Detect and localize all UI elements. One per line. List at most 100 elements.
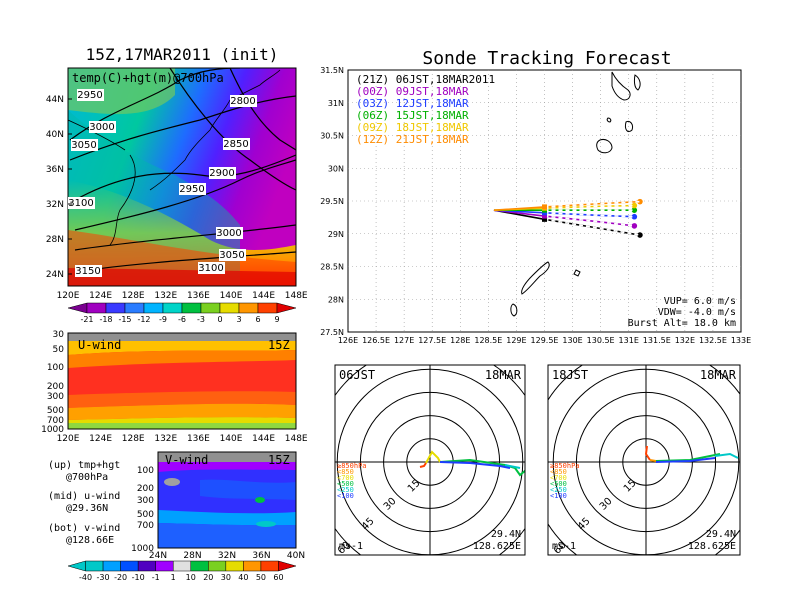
hodo-legend-entry: <500 [550,480,567,488]
colorbar-swatch [238,302,259,314]
hodo-legend-entry: <500 [337,480,354,488]
track-mid-point [542,204,547,210]
legend-entry: (06Z) 15JST,18MAR [356,109,469,122]
v-wind-field [158,452,296,548]
track-lat-ticks: 31.5N 31N 30.5N 30N 29.5N 29N 28.5N 28N 27.5N [320,66,344,337]
pressure-tick-label: 300 [47,392,64,402]
track-title: Sonde Tracking Forecast [422,48,671,69]
hodo-ring-label: 45 [576,516,593,533]
hodo-legend-entry: <250 [550,486,567,494]
lat-tick-label: 40N [46,130,64,140]
hodo-ring-label: 15 [406,478,423,495]
lat-tick-label: 28N [46,235,64,245]
temperature-field [68,68,296,286]
hodo-date: 18MAR [485,368,522,382]
lon-tick-label: 128E [122,291,145,301]
hodo-wind-trace [425,450,441,464]
colorbar-swatch [67,302,88,314]
colorbar-tick: -40 [79,573,92,582]
colorbar-swatch [225,560,244,572]
lon-tick-label: 131E [619,336,639,345]
lon-tick-label: 129.5E [531,336,559,345]
colorbar-tick: 10 [186,573,196,582]
hodo-time: 18JST [552,368,588,382]
track-lon-ticks: 126E 126.5E 127E 127.5E 128E 128.5E 129E 129.5E… [338,336,751,345]
colorbar-swatch [276,302,297,314]
lon-tick-label: 132E [154,434,177,444]
colorbar-tick: -10 [132,573,145,582]
lat-tick-label: 27.5N [320,328,344,337]
hodo-legend-entry: <700 [550,474,567,482]
colorbar-tick: -15 [118,315,131,324]
contour-label: 3150 [75,266,100,277]
hodo-wind-trace [419,462,427,468]
u-wind-lon-ticks: 120E 124E 128E 132E 136E 140E 144E 148E [57,434,308,444]
lon-tick-label: 129E [506,336,526,345]
colorbar-tick: -12 [137,315,150,324]
colorbar-tick: 50 [256,573,266,582]
hodo-wind-trace [644,445,651,461]
lon-tick-label: 133E [731,336,751,345]
lon-tick-label: 120E [57,434,80,444]
colorbar-swatch [86,302,107,314]
lon-tick-label: 140E [220,434,243,444]
hodo-wind-trace [714,452,739,459]
pressure-tick-label: 100 [47,363,64,373]
contour-labels: 2950 2800 3000 2850 3050 2900 2950 3100 3000 3050… [68,89,257,277]
pressure-tick-label: 50 [53,345,65,355]
colorbar-swatch [137,560,156,572]
pressure-tick-label: 300 [137,496,154,506]
hodo-frame [547,364,741,556]
lon-tick-label: 144E [252,291,275,301]
u-wind-label: U-wind [78,338,121,352]
hodo-ring-label: 15 [622,478,639,495]
contour-label: 2900 [209,168,234,179]
track-line-dash [544,204,635,210]
contour-label-bg [68,197,95,209]
track-end-point [631,202,638,209]
hodo-legend-entry: ≥850hPa [550,462,580,470]
colorbar-swatch [85,560,104,572]
contour-label: 3100 [198,263,223,274]
hodo-wind-trace [649,459,657,462]
hodo-date: 18MAR [700,368,737,382]
lat-tick-label: 36N [252,551,270,561]
colorbar-tick: 3 [236,315,241,324]
pressure-tick-label: 1000 [131,544,154,554]
hodo-legend-entry: <100 [337,492,354,500]
colorbar-tick: 60 [273,573,283,582]
v-wind-lat-ticks: 24N 28N 32N 36N 40N [149,551,305,561]
legend-entry: (21Z) 06JST,18MAR2011 [356,73,495,86]
u-wind-time: 15Z [268,338,290,352]
colorbar-tick: -20 [114,573,127,582]
track-end-point [631,213,638,220]
hodo-legend-entry: <250 [337,486,354,494]
track-legend: (21Z) 06JST,18MAR2011(00Z) 09JST,18MAR(0… [356,73,495,146]
colorbar-swatch [243,560,262,572]
hodo-time: 06JST [339,368,375,382]
track-end-point [637,232,643,238]
legend-entry: (03Z) 12JST,18MAR [356,97,469,110]
colorbar-tick: -6 [178,315,186,324]
lat-tick-label: 24N [149,551,167,561]
contour-label: 2950 [77,90,102,101]
track-mid-point [542,213,547,219]
contour-label-bg [230,95,257,107]
lat-tick-label: 40N [287,551,305,561]
lon-tick-label: 124E [89,291,112,301]
contour-label-bg [75,265,102,277]
note-line-2: @128.66E [66,535,114,546]
colorbar-swatch [181,302,202,314]
hodo-wind-trace [655,453,721,462]
colorbar-swatch [162,302,183,314]
hodo-ring-label: 30 [382,496,399,513]
v-wind-label: V-wind [165,453,208,467]
lon-tick-label: 130.5E [587,336,615,345]
contour-label: 2850 [223,139,248,150]
panel-notes: (up) tmp+hgt@700hPa (mid) u-wind@29.36N (b… [48,460,120,546]
contour-label: 3050 [71,140,96,151]
hodo-lon: 128.625E [688,541,736,552]
note-line-2: @29.36N [66,503,108,514]
